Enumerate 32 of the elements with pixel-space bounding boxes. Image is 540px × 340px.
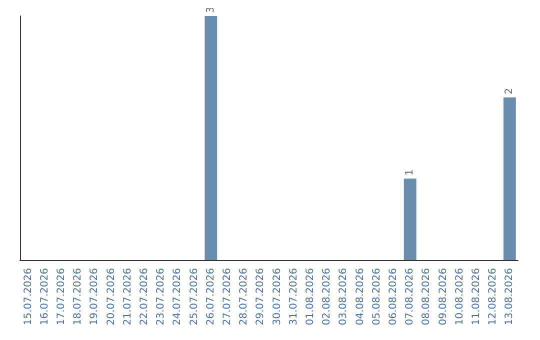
x-tick-label: 28.07.2026 bbox=[238, 268, 250, 326]
x-tick-label: 03.08.2026 bbox=[338, 268, 350, 326]
x-tick-label: 22.07.2026 bbox=[139, 268, 150, 326]
x-tick-label: 18.07.2026 bbox=[72, 268, 84, 326]
x-tick-label: 02.08.2026 bbox=[322, 268, 333, 326]
x-tick-label: 11.08.2026 bbox=[471, 268, 482, 326]
x-tick-label: 07.08.2026 bbox=[404, 268, 416, 326]
x-tick-label: 13.08.2026 bbox=[504, 268, 516, 326]
x-tick-label: 21.07.2026 bbox=[122, 268, 134, 326]
x-tick-label: 08.08.2026 bbox=[421, 268, 432, 326]
x-tick-label: 23.07.2026 bbox=[156, 268, 167, 326]
x-tick-label: 01.08.2026 bbox=[305, 268, 316, 326]
x-tick-label: 25.07.2026 bbox=[188, 268, 200, 326]
x-tick-label: 16.07.2026 bbox=[39, 268, 50, 326]
x-tick-label: 17.07.2026 bbox=[56, 268, 67, 326]
x-tick-label: 31.07.2026 bbox=[288, 268, 300, 326]
x-tick-label: 27.07.2026 bbox=[222, 268, 233, 326]
data-label: 1 bbox=[404, 169, 416, 176]
x-tick-label: 15.07.2026 bbox=[22, 268, 34, 326]
x-tick-label: 26.07.2026 bbox=[205, 268, 216, 326]
x-tick-label: 06.08.2026 bbox=[388, 268, 399, 326]
x-tick-label: 24.07.2026 bbox=[172, 268, 184, 326]
x-tick-label: 10.08.2026 bbox=[454, 268, 466, 326]
x-tick-label: 12.08.2026 bbox=[488, 268, 499, 326]
x-tick-label: 19.07.2026 bbox=[89, 268, 100, 326]
x-tick-label: 20.07.2026 bbox=[106, 268, 117, 326]
x-tick-label: 04.08.2026 bbox=[354, 268, 366, 326]
x-tick-label: 30.07.2026 bbox=[272, 268, 283, 326]
x-tick-label: 05.08.2026 bbox=[371, 268, 382, 326]
x-tick-label: 09.08.2026 bbox=[438, 268, 449, 326]
data-label: 2 bbox=[504, 88, 516, 94]
x-tick-label: 29.07.2026 bbox=[255, 268, 266, 326]
